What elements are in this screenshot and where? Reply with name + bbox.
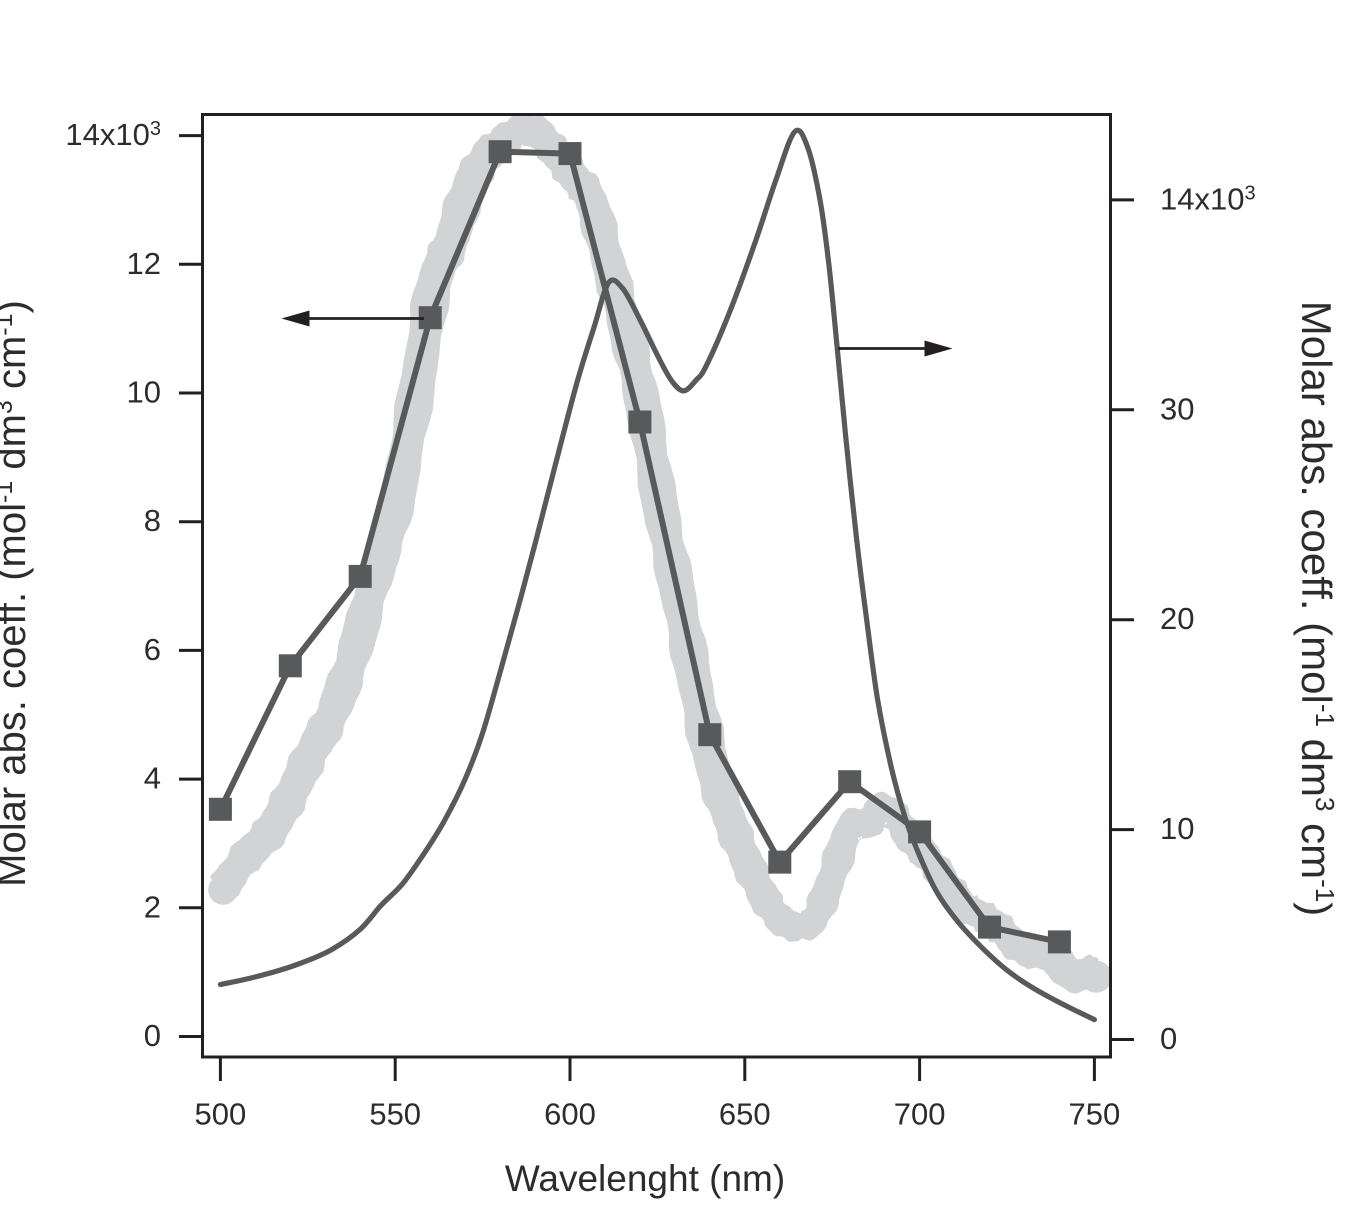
svg-text:6: 6 (144, 632, 161, 667)
svg-text:2: 2 (144, 889, 161, 924)
svg-text:0: 0 (144, 1018, 161, 1053)
svg-text:750: 750 (1069, 1097, 1121, 1132)
svg-text:30: 30 (1160, 391, 1194, 426)
svg-text:10: 10 (1160, 811, 1194, 846)
svg-text:Molar abs. coeff. (mol-1 dm3 c: Molar abs. coeff. (mol-1 dm3 cm-1) (1293, 301, 1340, 916)
svg-text:14x103: 14x103 (65, 117, 161, 152)
svg-text:12: 12 (127, 246, 161, 281)
svg-text:500: 500 (195, 1097, 247, 1132)
svg-text:550: 550 (369, 1097, 421, 1132)
svg-text:0: 0 (1160, 1021, 1177, 1056)
svg-text:10: 10 (127, 375, 161, 410)
svg-text:4: 4 (144, 761, 161, 796)
svg-text:650: 650 (719, 1097, 771, 1132)
svg-text:700: 700 (894, 1097, 946, 1132)
svg-text:8: 8 (144, 503, 161, 538)
svg-text:600: 600 (544, 1097, 596, 1132)
svg-text:20: 20 (1160, 601, 1194, 636)
svg-text:Wavelenght (nm): Wavelenght (nm) (505, 1158, 785, 1199)
svg-text:14x103: 14x103 (1160, 181, 1256, 216)
svg-text:Molar abs. coeff. (mol-1 dm3 c: Molar abs. coeff. (mol-1 dm3 cm-1) (0, 300, 34, 887)
